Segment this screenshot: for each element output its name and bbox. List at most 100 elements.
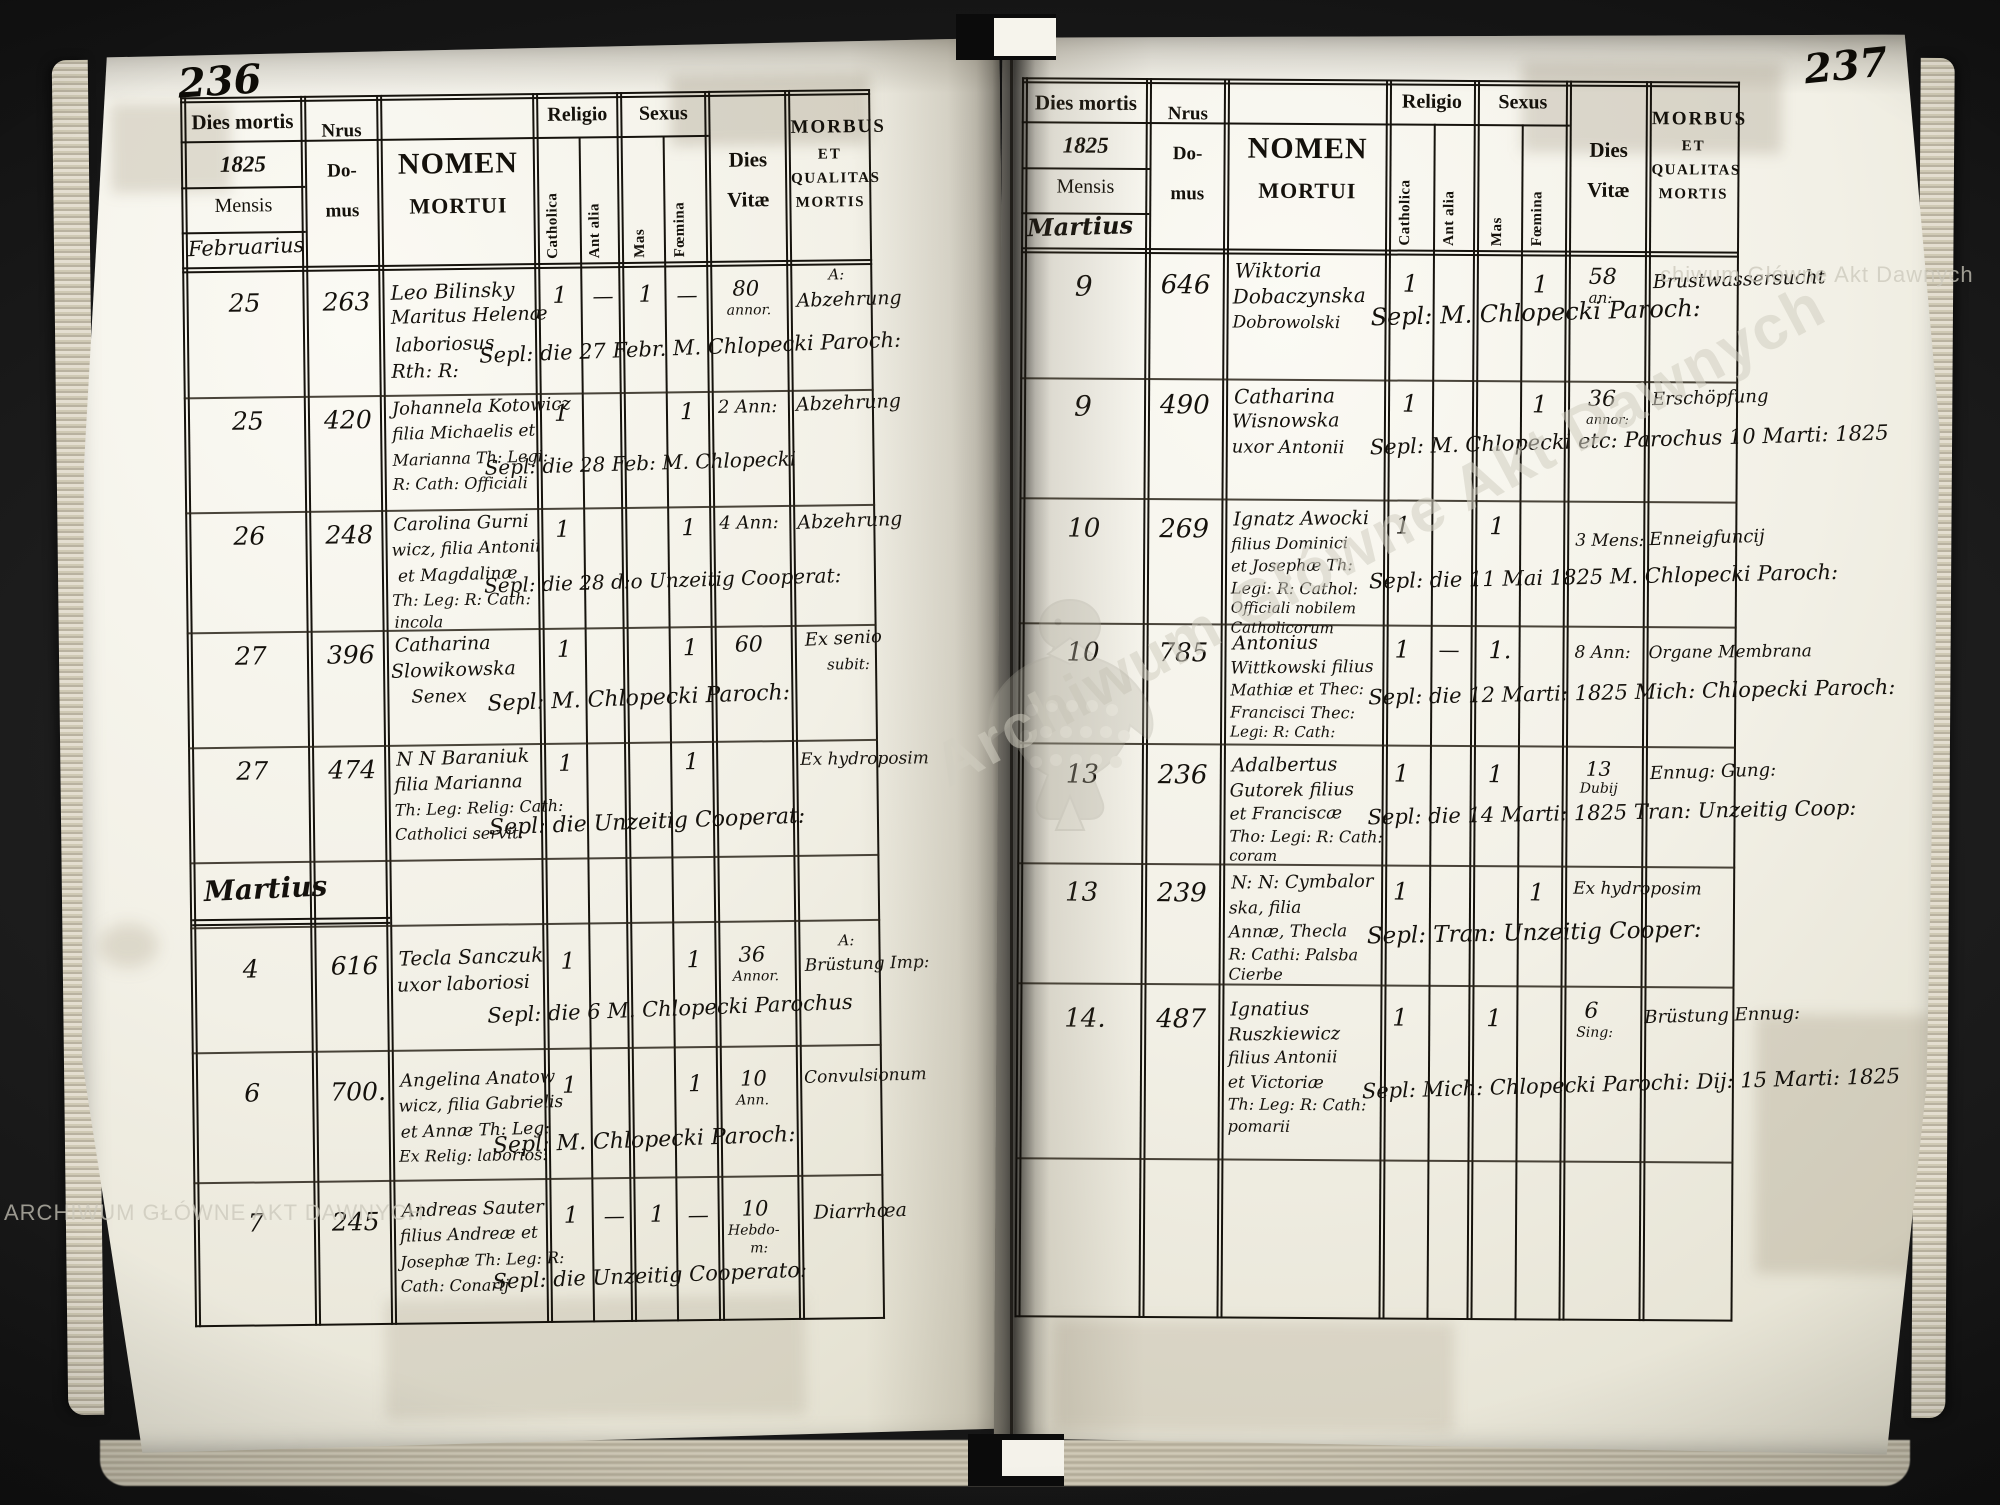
cell-nomen-line: Francisci Thec: [1230, 702, 1356, 723]
cell-foemina: 1 [686, 947, 702, 974]
cell-foemina: 1 [684, 749, 700, 776]
cell-dies-vitae: Ex hydroposim [800, 748, 929, 770]
cell-dies-vitae: annor. [726, 302, 772, 319]
header-catholica-left: Catholica [544, 192, 562, 259]
scanner-clamp-top-highlight [994, 18, 1056, 56]
book-spine-line [1010, 34, 1013, 1464]
cell-ant-alia: — [1438, 637, 1460, 662]
cell-domus: 245 [331, 1207, 380, 1237]
header-nomen-left: NOMEN [397, 146, 519, 181]
cell-foemina: 1 [682, 635, 698, 662]
cell-morbus: Ennug: Gung: [1649, 759, 1777, 785]
header-dies-mortis-left: Dies mortis [191, 109, 294, 135]
cell-nomen-line: coram [1229, 846, 1278, 865]
cell-dies-vitae: 10 [739, 1066, 767, 1091]
cell-morbus: subit: [826, 655, 871, 674]
cell-foemina: 1 [1532, 270, 1549, 299]
cell-catholica: 1 [1401, 389, 1418, 418]
cell-foemina: 1 [688, 1071, 703, 1098]
cell-morbus: Convulsionum [803, 1064, 927, 1088]
header-religio-left: Religio [547, 103, 608, 126]
cell-domus: 239 [1156, 878, 1207, 909]
cell-dies-vitae: 36 [738, 942, 766, 967]
cell-mas: 1 [1487, 760, 1504, 789]
header-foemina-right: Fœmina [1529, 190, 1546, 247]
cell-foemina: 1 [681, 515, 697, 542]
cell-sepultus: Sepl: Tran: Unzeitig Cooper: [1366, 916, 1702, 950]
cell-nomen-line: Maritus Helenæ [390, 302, 548, 329]
header-dies-left: Dies [728, 147, 768, 172]
header-et-right: ET [1681, 138, 1706, 155]
header-ant-alia-right: Ant alia [1441, 190, 1458, 246]
header-year-left: 1825 [219, 151, 267, 177]
cell-mas: 1 [638, 281, 654, 308]
cell-dies-vitae: Dubij [1579, 780, 1618, 797]
cell-mas: 1 [1489, 512, 1505, 541]
cell-nomen-line: Ignatz Awocki [1233, 507, 1370, 531]
header-mensis-value-right: Martius [1026, 210, 1134, 243]
cell-dies-vitae: Ex hydroposim [1573, 878, 1702, 900]
cell-nomen-line: wicz, filia Antonii [391, 536, 542, 561]
cell-nomen-line: Rth: R: [391, 360, 459, 383]
header-mortui-right: MORTUI [1258, 177, 1357, 204]
register-table-right: Dies mortis 1825 Mensis Martius Nrus Do-… [1014, 77, 1740, 1321]
cell-dies-vitae: Hebdo- [727, 1222, 780, 1239]
cell-sepultus: Sepl: die 14 Marti: 1825 Tran: Unzeitig … [1367, 795, 1857, 830]
cell-catholica: 1 [552, 282, 568, 309]
cell-nomen-line: filia Marianna [394, 771, 523, 796]
cell-nomen-line: Th: Leg: R: Cath: [1227, 1094, 1367, 1115]
cell-nomen-line: et Josephæ Th: [1230, 555, 1353, 576]
cell-nomen-line: Antonius [1232, 631, 1319, 655]
folio-number-right: 237 [1802, 38, 1890, 94]
cell-dies: 10 [1067, 513, 1101, 544]
cell-morbus: Ex senio [804, 626, 883, 651]
header-catholica-right: Catholica [1397, 179, 1414, 246]
cell-dies-vitae: annor: [1585, 412, 1629, 428]
header-mortui-left: MORTUI [409, 192, 508, 219]
right-page: 237 [994, 29, 1943, 1455]
cell-nomen-line: Cierbe [1228, 964, 1283, 984]
cell-nomen-line: N: N: Cymbalor [1231, 870, 1374, 894]
cell-domus: 616 [330, 951, 379, 981]
cell-mas: 1 [649, 1201, 665, 1228]
cell-morbus: Brüstung Imp: [804, 952, 930, 976]
header-vitae-left: Vitæ [727, 187, 770, 212]
cell-dies: 26 [233, 521, 266, 551]
header-mensis-label-left: Mensis [214, 194, 273, 217]
header-domus-2-left: mus [325, 200, 360, 222]
cell-nomen-line: R: Cathi: Palsba [1228, 944, 1359, 965]
cell-sepultus: Sepl: M. Chlopecki Paroch: [487, 680, 791, 717]
cell-sepultus: Sepl: M. Chlopecki Paroch: [1370, 293, 1702, 332]
cell-nomen-line: Slowikowska [390, 657, 517, 683]
cell-dies-vitae: 36 [1588, 386, 1617, 412]
header-religio-right: Religio [1401, 90, 1462, 113]
cell-nomen-line: N N Baraniuk [395, 744, 530, 771]
cell-catholica: 1 [1393, 759, 1410, 788]
cell-domus: 474 [328, 755, 377, 785]
cell-dies-vitae: Annor. [732, 968, 780, 985]
cell-morbus: A: [828, 265, 845, 284]
header-foemina-left: Fœmina [671, 201, 689, 258]
cell-nomen-line: uxor Antonii [1231, 436, 1345, 459]
cell-nomen-line: et Franciscæ [1229, 803, 1343, 825]
cell-morbus: A: [838, 931, 855, 950]
cell-dies: 27 [234, 641, 267, 671]
cell-morbus: Organe Membrana [1648, 641, 1812, 664]
paper-stain [1755, 1014, 1937, 1275]
cell-nomen-line: Legi: R: Cath: [1230, 722, 1336, 742]
cell-nomen-line: Carolina Gurni [393, 510, 530, 536]
cell-sepultus: Sepl: die 6 M. Chlopecki Parochus [486, 989, 854, 1028]
cell-nomen-line: Catharina [394, 631, 491, 657]
cell-catholica: 1 [555, 516, 571, 543]
header-qualitas-right: QUALITAS [1651, 162, 1741, 179]
cell-dies: 13 [1065, 759, 1099, 790]
cell-morbus: Abzehrung [796, 286, 902, 312]
cell-dies-vitae: Ann. [736, 1092, 770, 1109]
cell-nomen-line: Tecla Sanczuk [398, 942, 544, 971]
cell-dies-vitae: Sing: [1576, 1024, 1614, 1041]
cell-foemina: 1 [1531, 390, 1548, 419]
cell-nomen-line: incola [394, 612, 444, 632]
cell-catholica: 1 [560, 948, 576, 975]
header-nrus-right: Nrus [1167, 103, 1208, 125]
cell-nomen-line: Officiali nobilem [1230, 598, 1357, 618]
